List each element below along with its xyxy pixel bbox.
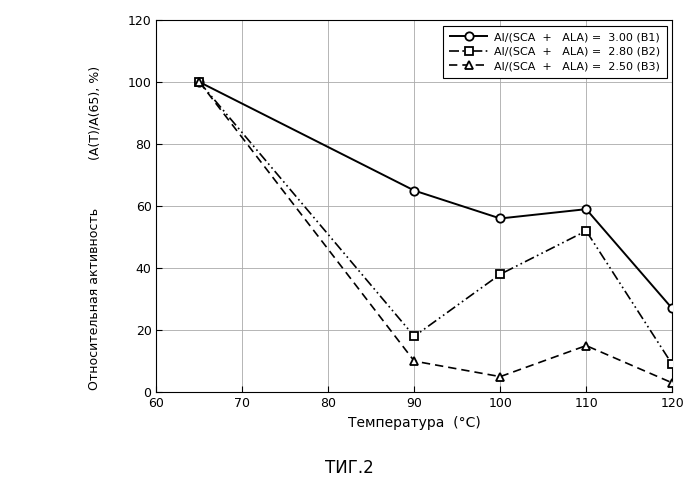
Al/(SCA  +   ALA) =  3.00 (B1) xyxy=(195,79,203,85)
Al/(SCA  +   ALA) =  2.80 (B2) xyxy=(410,334,419,339)
Al/(SCA  +   ALA) =  2.80 (B2) xyxy=(195,79,203,85)
Al/(SCA  +   ALA) =  2.80 (B2) xyxy=(582,228,591,234)
Al/(SCA  +   ALA) =  2.50 (B3) xyxy=(496,374,505,380)
Text: Относительная активность: Относительная активность xyxy=(88,208,101,390)
Line: Al/(SCA  +   ALA) =  2.80 (B2): Al/(SCA + ALA) = 2.80 (B2) xyxy=(195,78,677,369)
Line: Al/(SCA  +   ALA) =  3.00 (B1): Al/(SCA + ALA) = 3.00 (B1) xyxy=(195,78,677,313)
Al/(SCA  +   ALA) =  3.00 (B1) xyxy=(582,206,591,212)
Al/(SCA  +   ALA) =  2.50 (B3) xyxy=(582,343,591,348)
Line: Al/(SCA  +   ALA) =  2.50 (B3): Al/(SCA + ALA) = 2.50 (B3) xyxy=(195,78,677,387)
Text: ΤИГ.2: ΤИГ.2 xyxy=(325,459,374,477)
Al/(SCA  +   ALA) =  2.50 (B3) xyxy=(410,358,419,364)
Text: (A(T)/A(65), %): (A(T)/A(65), %) xyxy=(88,66,101,160)
Legend: Al/(SCA  +   ALA) =  3.00 (B1), Al/(SCA  +   ALA) =  2.80 (B2), Al/(SCA  +   ALA: Al/(SCA + ALA) = 3.00 (B1), Al/(SCA + AL… xyxy=(442,25,667,78)
Al/(SCA  +   ALA) =  2.50 (B3) xyxy=(195,79,203,85)
Al/(SCA  +   ALA) =  2.50 (B3) xyxy=(668,380,677,386)
Al/(SCA  +   ALA) =  2.80 (B2) xyxy=(668,361,677,367)
Al/(SCA  +   ALA) =  3.00 (B1) xyxy=(668,305,677,311)
Al/(SCA  +   ALA) =  2.80 (B2) xyxy=(496,272,505,277)
Al/(SCA  +   ALA) =  3.00 (B1) xyxy=(496,216,505,221)
Al/(SCA  +   ALA) =  3.00 (B1) xyxy=(410,188,419,194)
X-axis label: Температура  (°C): Температура (°C) xyxy=(348,415,481,430)
